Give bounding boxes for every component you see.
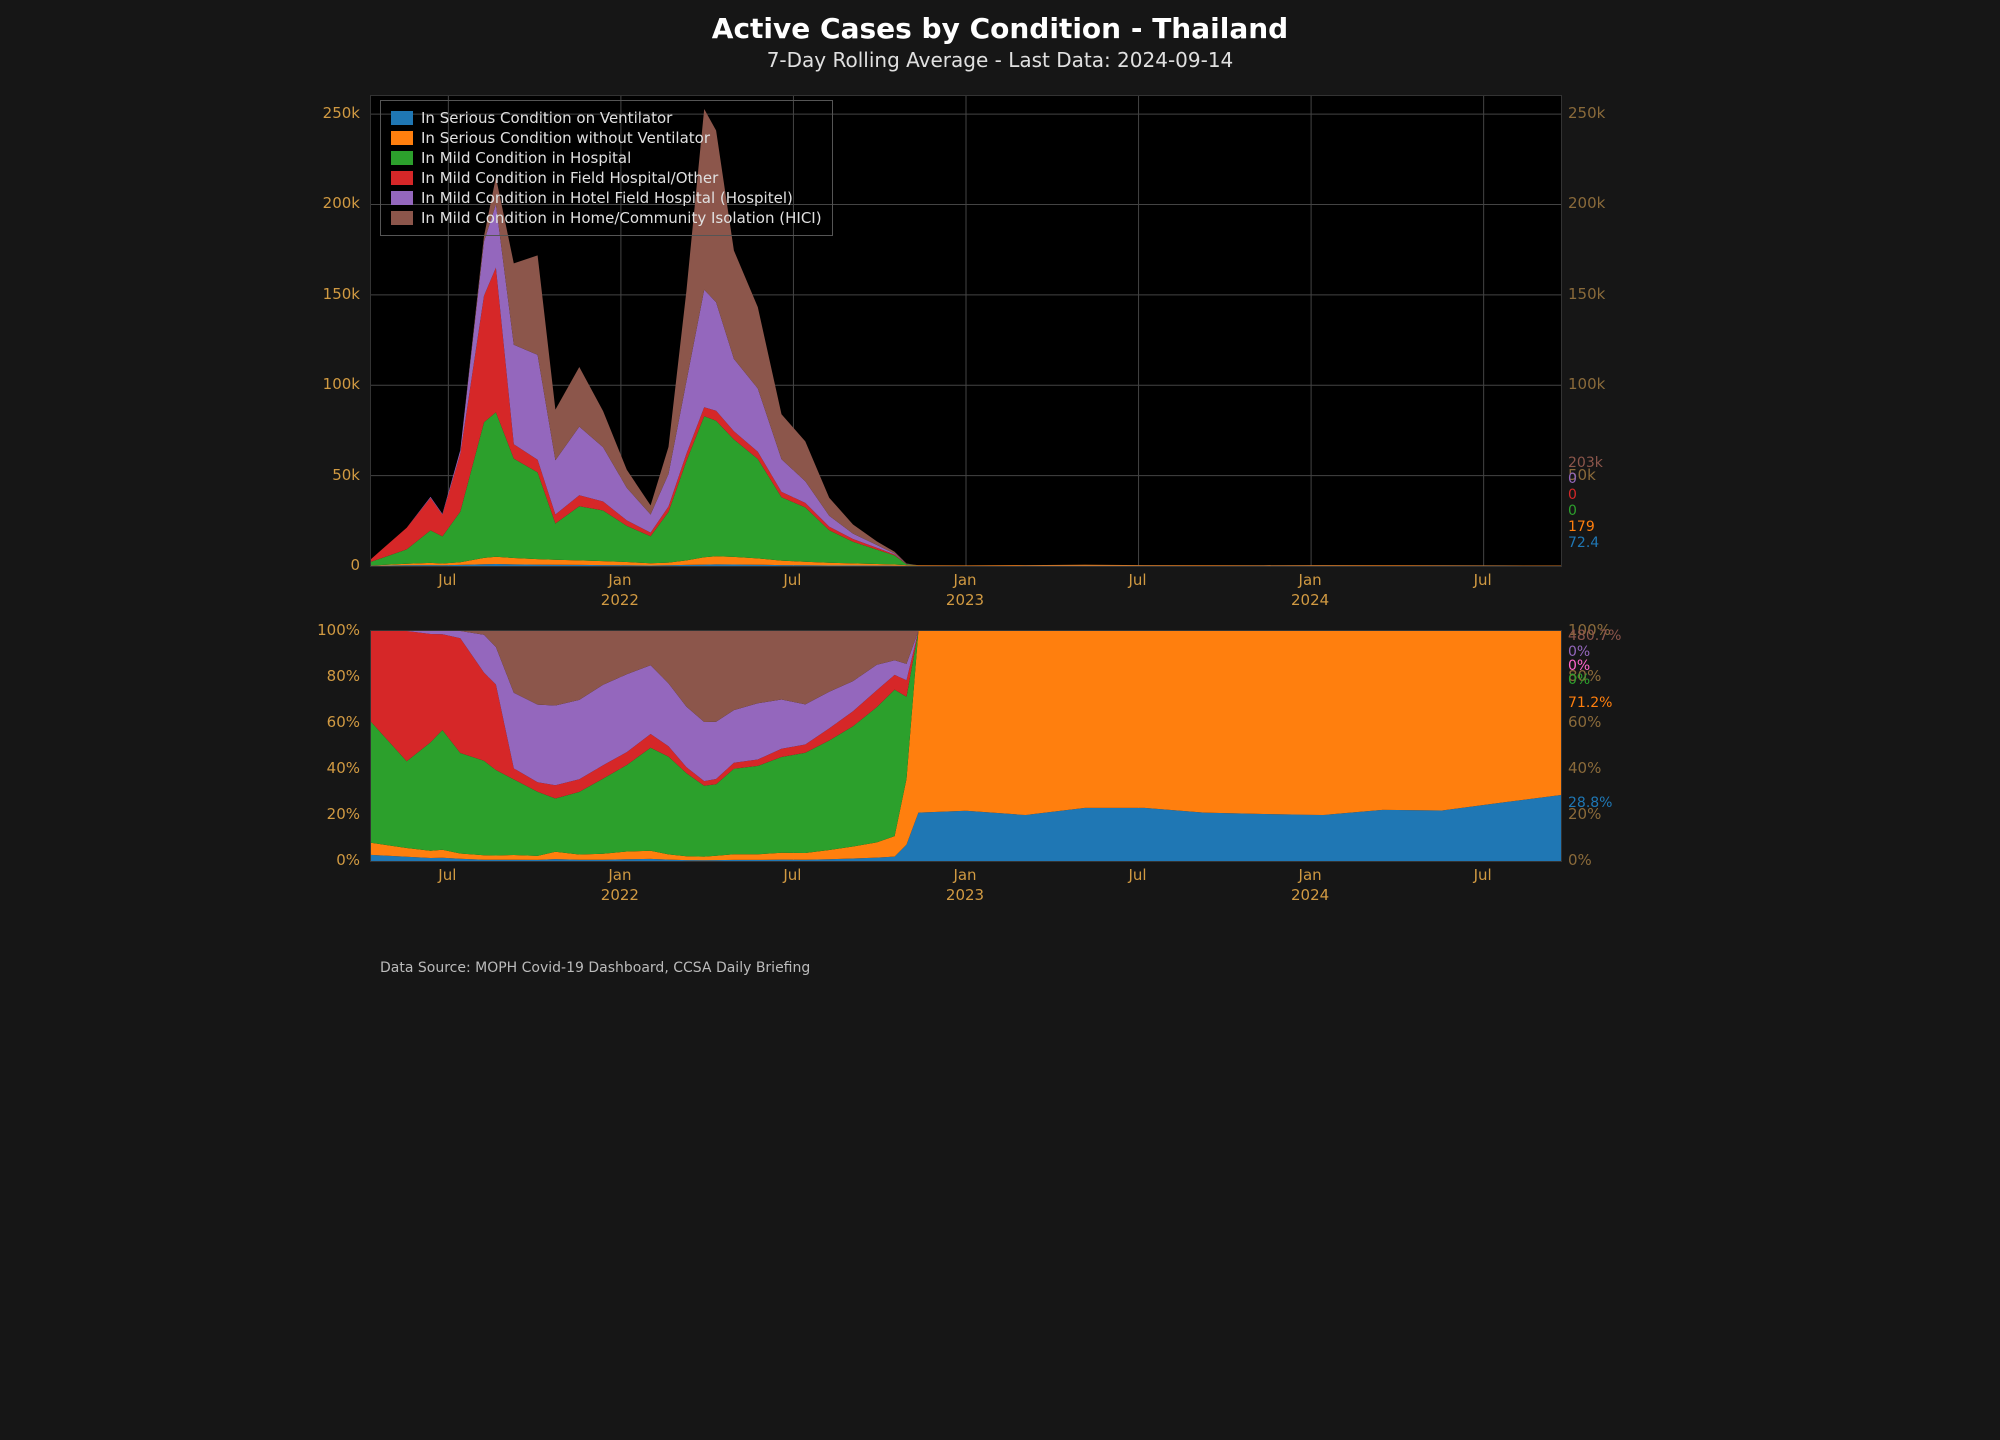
bottom-pct-stacked-area-chart [370, 630, 1562, 862]
legend-label: In Mild Condition in Home/Community Isol… [421, 209, 822, 227]
ytick-label-right: 100k [1568, 375, 1628, 393]
legend-item: In Mild Condition in Home/Community Isol… [391, 209, 822, 227]
ytick-label-left: 0 [300, 556, 360, 574]
ytick-label-left: 100% [300, 621, 360, 639]
xtick-label: Jan [590, 866, 650, 884]
ytick-label-left: 80% [300, 667, 360, 685]
bottom-chart-svg [371, 631, 1561, 861]
legend-item: In Mild Condition in Hospital [391, 149, 822, 167]
ytick-label-left: 200k [300, 194, 360, 212]
series-end-value-label: 179 [1568, 519, 1595, 535]
ytick-label-right: 200k [1568, 194, 1628, 212]
ytick-label-left: 20% [300, 805, 360, 823]
series-end-pct-label: 28.8% [1568, 795, 1612, 811]
xtick-label: Jul [1108, 571, 1168, 589]
xtick-label: Jul [1453, 866, 1513, 884]
legend-label: In Mild Condition in Field Hospital/Othe… [421, 169, 718, 187]
xtick-label: Jul [762, 866, 822, 884]
chart-container: Active Cases by Condition - Thailand 7-D… [280, 0, 1720, 1037]
legend-item: In Mild Condition in Hotel Field Hospita… [391, 189, 822, 207]
legend-item: In Mild Condition in Field Hospital/Othe… [391, 169, 822, 187]
legend-swatch [391, 171, 413, 185]
page-subtitle: 7-Day Rolling Average - Last Data: 2024-… [280, 48, 1720, 72]
legend-label: In Serious Condition without Ventilator [421, 129, 710, 147]
xtick-year-label: 2023 [935, 886, 995, 904]
legend-swatch [391, 191, 413, 205]
legend-label: In Mild Condition in Hospital [421, 149, 631, 167]
ytick-label-right: 150k [1568, 285, 1628, 303]
xtick-label: Jan [1280, 866, 1340, 884]
ytick-label-left: 250k [300, 104, 360, 122]
xtick-year-label: 2022 [590, 886, 650, 904]
legend: In Serious Condition on Ventilator In Ser… [380, 100, 833, 236]
ytick-label-left: 60% [300, 713, 360, 731]
series-end-value-label: 72.4 [1568, 535, 1599, 551]
xtick-label: Jan [1280, 571, 1340, 589]
series-end-value-label: 203k [1568, 455, 1603, 471]
legend-swatch [391, 211, 413, 225]
xtick-label: Jul [417, 571, 477, 589]
ytick-label-left: 40% [300, 759, 360, 777]
series-end-value-label: 0 [1568, 471, 1577, 487]
legend-item: In Serious Condition without Ventilator [391, 129, 822, 147]
source-attribution: Data Source: MOPH Covid-19 Dashboard, CC… [380, 960, 810, 976]
ytick-label-right: 250k [1568, 104, 1628, 122]
xtick-label: Jul [417, 866, 477, 884]
legend-swatch [391, 111, 413, 125]
legend-swatch [391, 131, 413, 145]
xtick-label: Jan [935, 571, 995, 589]
series-end-pct-label: 480.7% [1568, 628, 1621, 644]
series-end-pct-label: 71.2% [1568, 695, 1612, 711]
xtick-label: Jul [1108, 866, 1168, 884]
ytick-label-right: 60% [1568, 713, 1628, 731]
xtick-label: Jan [590, 571, 650, 589]
xtick-label: Jul [1453, 571, 1513, 589]
xtick-label: Jul [762, 571, 822, 589]
xtick-year-label: 2024 [1280, 886, 1340, 904]
xtick-year-label: 2023 [935, 591, 995, 609]
xtick-year-label: 2024 [1280, 591, 1340, 609]
xtick-label: Jan [935, 866, 995, 884]
series-end-value-label: 0 [1568, 487, 1577, 503]
series-end-pct-label: 0% [1568, 672, 1590, 688]
ytick-label-left: 0% [300, 851, 360, 869]
ytick-label-left: 50k [300, 466, 360, 484]
ytick-label-right: 40% [1568, 759, 1628, 777]
ytick-label-right: 0% [1568, 851, 1628, 869]
legend-label: In Mild Condition in Hotel Field Hospita… [421, 189, 793, 207]
legend-swatch [391, 151, 413, 165]
xtick-year-label: 2022 [590, 591, 650, 609]
legend-item: In Serious Condition on Ventilator [391, 109, 822, 127]
page-title: Active Cases by Condition - Thailand [280, 12, 1720, 45]
ytick-label-left: 150k [300, 285, 360, 303]
legend-label: In Serious Condition on Ventilator [421, 109, 672, 127]
ytick-label-left: 100k [300, 375, 360, 393]
series-end-value-label: 0 [1568, 503, 1577, 519]
